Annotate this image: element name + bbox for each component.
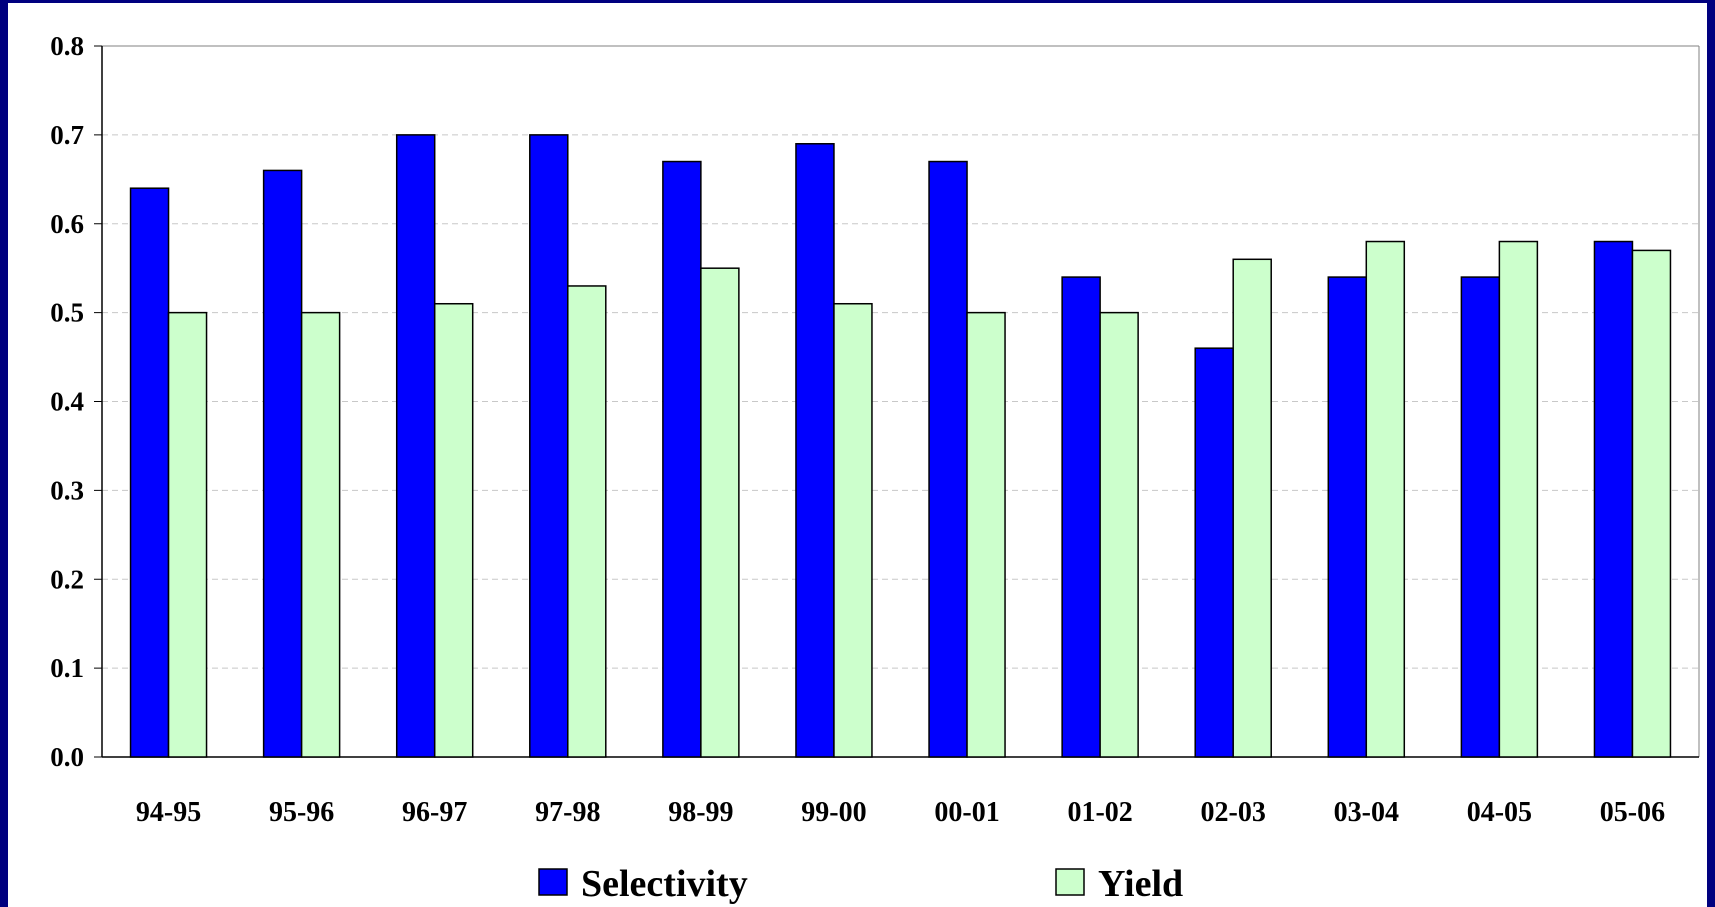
x-tick-label: 05-06	[1600, 797, 1665, 828]
selectivity-bar	[1460, 276, 1501, 758]
yield-bar	[300, 311, 341, 758]
yield-bar	[1498, 240, 1539, 758]
x-tick-label: 02-03	[1201, 797, 1266, 828]
y-tick-label: 0.3	[50, 475, 84, 505]
yield-bar	[1232, 258, 1272, 758]
yield-bar	[1365, 240, 1406, 758]
y-tick-label: 0.6	[50, 209, 84, 239]
x-tick-label: 96-97	[402, 797, 467, 828]
gridlines	[102, 134, 1699, 669]
selectivity-bar	[129, 187, 170, 758]
y-tick-label: 0.2	[50, 564, 84, 594]
yield-legend-swatch	[1055, 868, 1085, 896]
selectivity-bar	[795, 143, 835, 758]
yield-bar	[567, 285, 607, 758]
yield-bar	[833, 302, 873, 758]
x-tick-label: 00-01	[934, 797, 999, 828]
y-tick-labels: 0.0 0.1 0.2 0.3 0.4 0.5 0.6 0.7 0.8	[50, 31, 84, 772]
y-tick-label: 0.0	[50, 742, 84, 772]
selectivity-legend-label: Selectivity	[581, 863, 748, 905]
y-tick-label: 0.5	[50, 298, 84, 328]
yield-bar	[1099, 311, 1139, 758]
bar-chart: 0.0 0.1 0.2 0.3 0.4 0.5 0.6 0.7 0.8 94-95 95-96 96…	[50, 31, 1700, 905]
bars	[129, 134, 1672, 758]
y-tick-label: 0.1	[50, 653, 84, 683]
yield-bar	[966, 311, 1006, 758]
selectivity-bar	[1061, 276, 1101, 758]
axes	[94, 45, 1700, 758]
selectivity-bar	[529, 134, 569, 758]
selectivity-legend-swatch	[538, 868, 568, 896]
selectivity-bar	[662, 160, 702, 758]
x-tick-label: 97-98	[535, 797, 600, 828]
yield-legend-label: Yield	[1098, 863, 1183, 905]
selectivity-bar	[1194, 347, 1234, 758]
selectivity-bar	[928, 160, 968, 758]
chart-frame: 0.0 0.1 0.2 0.3 0.4 0.5 0.6 0.7 0.8 94-95 95-96 96…	[8, 3, 1707, 907]
x-tick-label: 04-05	[1467, 797, 1532, 828]
selectivity-bar	[1593, 240, 1634, 758]
selectivity-bar	[395, 134, 436, 758]
yield-bar	[1631, 249, 1672, 758]
y-tick-label: 0.7	[50, 120, 84, 150]
y-tick-label: 0.4	[50, 387, 84, 417]
selectivity-bar	[1327, 276, 1368, 758]
yield-bar	[433, 302, 474, 758]
legend: Selectivity Yield	[538, 863, 1183, 905]
x-tick-label: 99-00	[801, 797, 866, 828]
x-tick-label: 94-95	[136, 797, 201, 828]
selectivity-bar	[262, 169, 303, 758]
x-tick-labels: 94-95 95-96 96-97 97-98 98-99 99-00 00-01 01-02…	[136, 797, 1665, 828]
y-tick-label: 0.8	[50, 31, 84, 61]
x-tick-label: 98-99	[668, 797, 733, 828]
yield-bar	[167, 311, 208, 758]
x-tick-label: 95-96	[269, 797, 334, 828]
x-tick-label: 01-02	[1067, 797, 1132, 828]
yield-bar	[700, 267, 740, 758]
x-tick-label: 03-04	[1334, 797, 1399, 828]
